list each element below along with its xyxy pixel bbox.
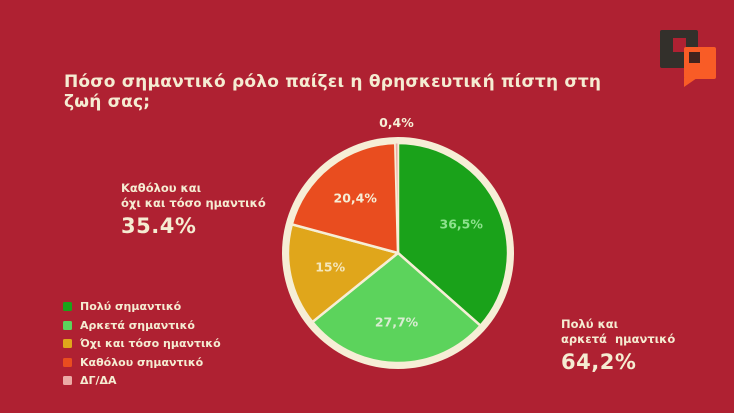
pie-slice-1 bbox=[311, 251, 482, 365]
pie-slice-label-0: 36,5% bbox=[440, 217, 484, 232]
legend-swatch-icon bbox=[63, 320, 72, 330]
legend-label: Πολύ σημαντικό bbox=[80, 300, 182, 313]
pie-slice-label-2: 15% bbox=[315, 259, 345, 274]
logo bbox=[660, 30, 716, 87]
legend-item-arketa-simantiko: Αρκετά σημαντικό bbox=[63, 319, 221, 332]
annotation-right-line1: Πολύ και bbox=[561, 317, 619, 331]
legend-swatch-icon bbox=[63, 357, 72, 367]
legend-item-poly-simantiko: Πολύ σημαντικό bbox=[63, 300, 221, 313]
legend-swatch-icon bbox=[63, 302, 72, 311]
logo-orange-bubble-tail bbox=[684, 78, 697, 87]
chart-title: Πόσο σημαντικό ρόλο παίζει η θρησκευτική… bbox=[64, 72, 602, 112]
legend-swatch-icon bbox=[63, 339, 72, 348]
pie-slice-0 bbox=[396, 141, 510, 327]
pie-slice-2 bbox=[286, 223, 400, 324]
legend-item-oxi-toso-simantiko: Όχι και τόσο ημαντικό bbox=[63, 337, 221, 350]
legend-label: ΔΓ/ΔΑ bbox=[80, 374, 117, 387]
annotation-left-line2: όχι και τόσο ημαντικό bbox=[121, 195, 266, 210]
annotation-left: Καθόλου και όχι και τόσο ημαντικό 35.4% bbox=[121, 181, 266, 238]
pie-slice-label-3: 20,4% bbox=[334, 191, 378, 206]
logo-dark-bubble-hole bbox=[673, 38, 686, 52]
legend-label: Καθόλου σημαντικό bbox=[80, 355, 204, 369]
pie-chart: 36,5% 27,7% 15% 20,4% 0,4% bbox=[282, 115, 514, 369]
annotation-right: Πολύ και αρκετά ημαντικό 64,2% bbox=[561, 317, 675, 374]
legend: Πολύ σημαντικό Αρκετά σημαντικό Όχι και … bbox=[63, 300, 221, 387]
annotation-left-value: 35.4% bbox=[121, 213, 197, 238]
annotation-right-value: 64,2% bbox=[561, 349, 637, 374]
logo-orange-bubble-hole bbox=[689, 52, 700, 63]
pie-slice-4 bbox=[394, 142, 399, 254]
pie-slice-3 bbox=[290, 141, 400, 255]
legend-item-katholou-simantiko: Καθόλου σημαντικό bbox=[63, 356, 221, 369]
pie-slice-label-1: 27,7% bbox=[375, 314, 419, 329]
legend-swatch-icon bbox=[63, 376, 72, 385]
legend-item-dg-da: ΔΓ/ΔΑ bbox=[63, 374, 221, 387]
legend-label: Αρκετά σημαντικό bbox=[80, 318, 195, 332]
legend-label: Όχι και τόσο ημαντικό bbox=[80, 337, 221, 350]
pie-slice-label-4: 0,4% bbox=[379, 115, 414, 130]
annotation-left-line1: Καθόλου και bbox=[121, 181, 202, 195]
annotation-right-line2: αρκετά ημαντικό bbox=[561, 331, 676, 346]
